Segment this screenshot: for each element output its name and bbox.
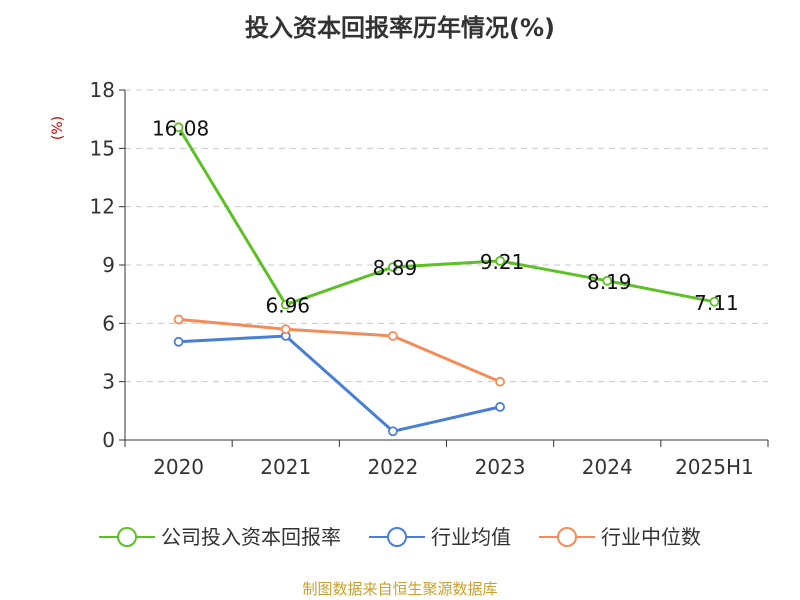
legend-marker [557,527,577,547]
y-tick-label: 0 [102,428,115,452]
y-tick-label: 12 [90,195,115,219]
y-tick-label: 18 [90,78,115,102]
data-label: 7.11 [694,291,739,315]
data-label: 6.96 [265,294,310,318]
legend: 公司投入资本回报率 行业均值 行业中位数 [99,525,701,549]
source-note: 制图数据来自恒生聚源数据库 [302,580,498,598]
data-label: 9.21 [480,250,525,274]
y-tick-label: 3 [102,370,115,394]
data-point [173,122,184,133]
series-line-2 [178,317,501,384]
x-tick-label: 2020 [153,455,204,479]
legend-marker [117,527,137,547]
data-label: 8.89 [373,256,418,280]
legend-item: 公司投入资本回报率 [99,525,341,549]
data-point [388,426,398,437]
legend-label: 行业中位数 [601,525,701,549]
axes: 0 3 6 9 12 15 18 2020 2021 2022 2023 2024 2025H1 (%) [50,78,769,479]
y-tick-label: 15 [90,136,115,160]
data-point [173,314,184,325]
x-tick-label: 2025H1 [675,455,754,479]
legend-item: 行业中位数 [539,525,701,549]
legend-label: 公司投入资本回报率 [161,525,341,549]
series-lines [173,122,720,437]
data-point [602,275,613,286]
chart-title: 投入资本回报率历年情况(%) [245,14,555,42]
data-label: 8.19 [587,270,632,294]
x-tick-label: 2021 [260,455,311,479]
y-tick-label: 6 [102,311,115,335]
grid-lines [125,89,768,383]
data-point [388,262,398,273]
legend-label: 行业均值 [431,525,511,549]
data-labels: 16.08 6.96 8.89 9.21 8.19 7.11 [152,116,739,317]
data-point [173,336,184,347]
data-point [388,331,398,341]
data-point [709,296,720,307]
legend-marker [387,527,407,547]
y-tick-label: 9 [102,253,115,277]
series-line-1 [178,334,501,433]
data-point [495,376,505,387]
legend-item: 行业均值 [369,525,511,549]
data-point [495,402,505,412]
data-point [280,324,291,335]
x-tick-label: 2022 [367,455,418,479]
data-label: 16.08 [152,116,209,140]
data-point [280,299,291,310]
series-line-0 [177,126,715,307]
data-point [495,256,505,266]
x-tick-label: 2024 [582,455,633,479]
x-tick-label: 2023 [475,455,526,479]
y-axis-label: (%) [50,116,66,140]
